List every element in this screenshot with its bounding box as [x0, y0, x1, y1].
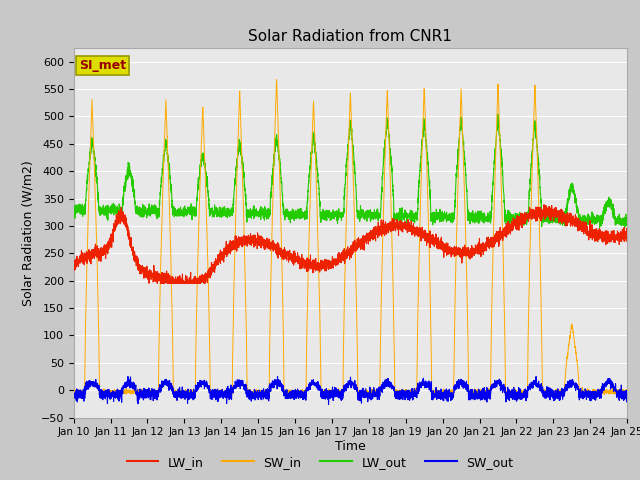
- LW_out: [506, 216, 514, 222]
- SW_out: [324, 401, 332, 407]
- X-axis label: Time: Time: [335, 440, 366, 453]
- SW_in: [482, 393, 490, 399]
- LW_in: [154, 281, 161, 287]
- Legend: LW_in, SW_in, LW_out, SW_out: LW_in, SW_in, LW_out, SW_out: [122, 451, 518, 474]
- SW_in: [70, 389, 77, 395]
- LW_in: [540, 202, 548, 207]
- LW_out: [474, 216, 482, 222]
- SW_in: [623, 389, 630, 395]
- Text: SI_met: SI_met: [79, 59, 126, 72]
- Line: LW_in: LW_in: [74, 204, 627, 284]
- SW_in: [169, 367, 177, 373]
- LW_out: [621, 225, 628, 230]
- LW_in: [444, 246, 452, 252]
- SW_out: [444, 398, 452, 404]
- SW_in: [330, 388, 338, 394]
- SW_out: [124, 373, 132, 379]
- LW_out: [330, 209, 337, 215]
- Y-axis label: Solar Radiation (W/m2): Solar Radiation (W/m2): [22, 160, 35, 306]
- LW_in: [623, 232, 630, 238]
- LW_out: [444, 213, 452, 218]
- Line: LW_out: LW_out: [74, 114, 627, 228]
- SW_out: [70, 393, 77, 398]
- LW_out: [623, 222, 630, 228]
- SW_out: [623, 389, 630, 395]
- SW_in: [475, 390, 483, 396]
- SW_in: [623, 388, 631, 394]
- Line: SW_out: SW_out: [74, 376, 627, 404]
- SW_in: [506, 388, 514, 394]
- SW_out: [170, 392, 177, 397]
- SW_out: [506, 392, 514, 398]
- LW_in: [330, 260, 338, 266]
- SW_out: [623, 388, 631, 394]
- SW_out: [475, 395, 483, 401]
- LW_in: [623, 232, 631, 238]
- SW_in: [273, 77, 280, 83]
- Line: SW_in: SW_in: [74, 80, 627, 396]
- SW_out: [330, 392, 338, 398]
- LW_in: [170, 280, 177, 286]
- LW_in: [475, 240, 483, 246]
- SW_in: [444, 390, 452, 396]
- Title: Solar Radiation from CNR1: Solar Radiation from CNR1: [248, 29, 452, 44]
- LW_out: [169, 210, 177, 216]
- LW_in: [70, 263, 77, 268]
- LW_out: [70, 205, 77, 211]
- LW_in: [506, 228, 514, 233]
- LW_out: [623, 217, 631, 223]
- LW_out: [494, 111, 502, 117]
